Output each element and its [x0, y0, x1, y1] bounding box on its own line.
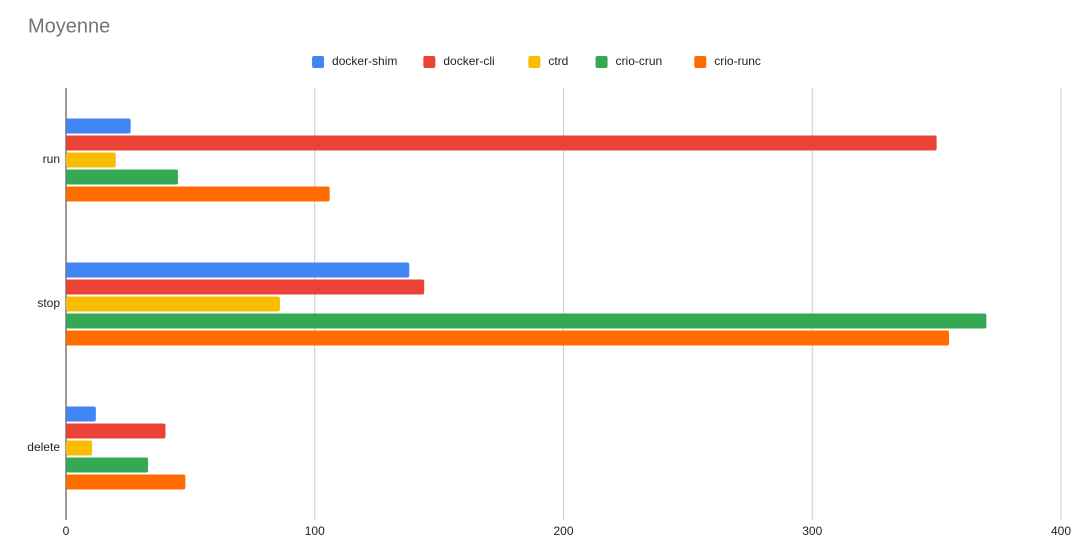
x-tick-label: 400 — [1051, 524, 1071, 538]
bar — [66, 457, 149, 473]
x-tick-label: 100 — [305, 524, 325, 538]
x-tick-label: 200 — [553, 524, 573, 538]
bar — [66, 279, 425, 295]
bar — [66, 118, 131, 134]
legend-label: crio-runc — [714, 54, 761, 68]
legend-label: docker-cli — [443, 54, 494, 68]
bar — [66, 296, 280, 312]
bar — [66, 152, 116, 168]
bar — [66, 330, 950, 346]
bar — [66, 313, 987, 329]
bar — [66, 135, 937, 151]
legend-swatch — [694, 56, 707, 68]
bar — [66, 169, 178, 185]
bar — [66, 440, 93, 456]
x-tick-label: 300 — [802, 524, 822, 538]
bar — [66, 406, 96, 422]
bar — [66, 262, 410, 278]
legend-label: docker-shim — [332, 54, 397, 68]
bar — [66, 186, 330, 202]
y-tick-label: run — [43, 152, 60, 166]
legend-swatch — [595, 56, 608, 68]
bar — [66, 423, 166, 439]
legend-swatch — [423, 56, 436, 68]
bar — [66, 474, 186, 490]
legend-label: crio-crun — [616, 54, 663, 68]
chart-title: Moyenne — [28, 15, 110, 37]
legend-label: ctrd — [548, 54, 568, 68]
legend-swatch — [528, 56, 541, 68]
legend-swatch — [312, 56, 325, 68]
x-tick-label: 0 — [63, 524, 70, 538]
y-tick-label: delete — [27, 440, 60, 454]
y-tick-label: stop — [37, 296, 60, 310]
